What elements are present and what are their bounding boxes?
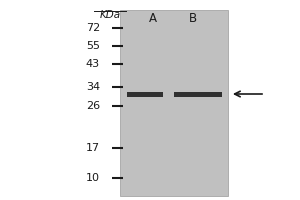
Text: B: B — [189, 12, 197, 25]
Text: 34: 34 — [86, 82, 100, 92]
Bar — [174, 92, 222, 97]
Text: 43: 43 — [86, 59, 100, 69]
Text: A: A — [149, 12, 157, 25]
Text: 26: 26 — [86, 101, 100, 111]
Text: 72: 72 — [86, 23, 100, 33]
Bar — [127, 92, 163, 97]
Text: 55: 55 — [86, 41, 100, 51]
Text: 10: 10 — [86, 173, 100, 183]
Text: KDa: KDa — [99, 10, 121, 20]
Text: 17: 17 — [86, 143, 100, 153]
Bar — [120, 10, 228, 196]
